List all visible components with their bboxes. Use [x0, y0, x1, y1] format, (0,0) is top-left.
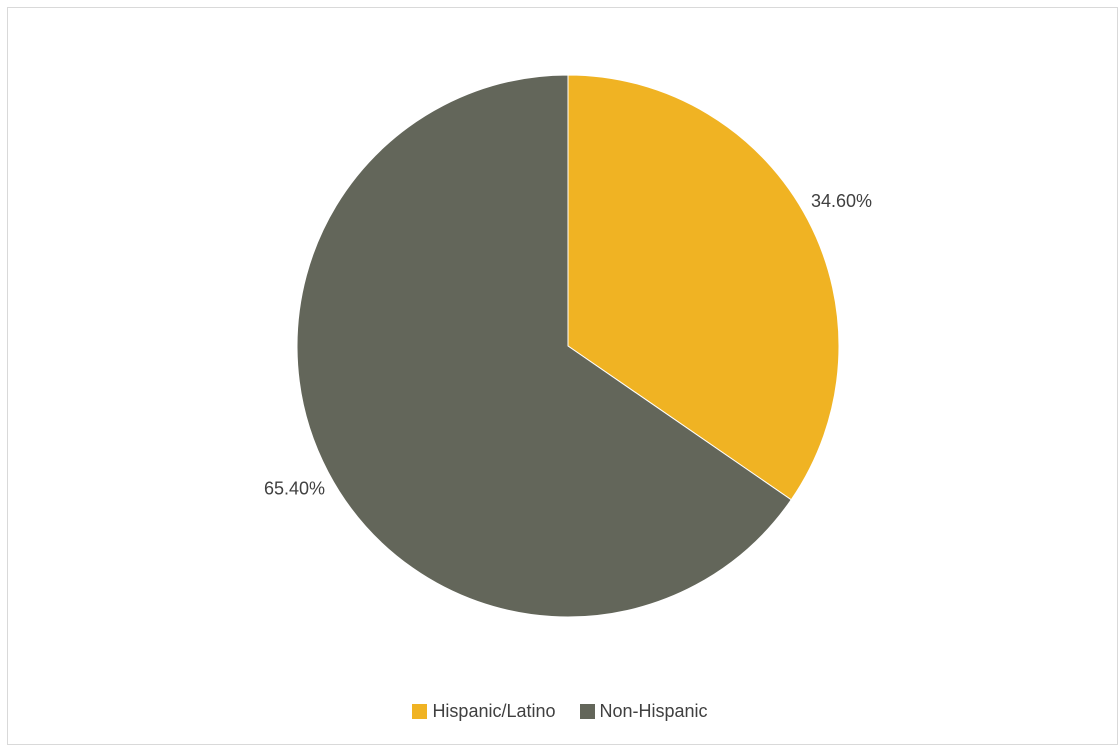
- data-label-hispanic-latino: 34.60%: [811, 191, 872, 211]
- legend: Hispanic/Latino Non-Hispanic: [0, 699, 1120, 723]
- pie-slice-hispanic-latino: [567, 74, 840, 501]
- legend-swatch-hispanic-latino: [412, 703, 428, 719]
- data-label-non-hispanic: 65.40%: [264, 478, 325, 498]
- legend-label-non-hispanic: Non-Hispanic: [599, 700, 708, 721]
- pie-slice-non-hispanic: [296, 74, 792, 618]
- legend-item-non-hispanic: Non-Hispanic: [579, 700, 708, 722]
- legend-item-hispanic-latino: Hispanic/Latino: [412, 700, 556, 722]
- legend-label-hispanic-latino: Hispanic/Latino: [432, 700, 556, 721]
- legend-swatch-non-hispanic: [579, 703, 595, 719]
